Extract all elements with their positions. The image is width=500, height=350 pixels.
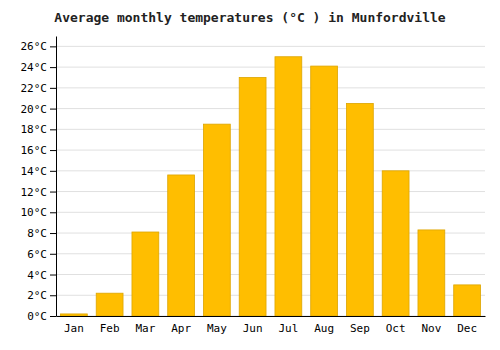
tick: Aug: [314, 322, 334, 335]
tick-label: 24°C: [21, 61, 48, 74]
grid-line: [56, 170, 485, 171]
tick-label: 20°C: [21, 103, 48, 116]
tick: Jul: [278, 322, 298, 335]
plot: 0°C 2°C 4°C 6°C 8°C 10°C 12°C 14°C 16°C 18°C 20°C 2…: [21, 37, 486, 335]
tick: Oct: [386, 322, 406, 335]
tick-label: 22°C: [21, 82, 48, 95]
bar: [382, 171, 409, 316]
bar: [454, 285, 481, 316]
tick-label: Jun: [243, 322, 263, 335]
tick: 14°C: [21, 165, 57, 178]
bar: [96, 293, 123, 316]
grid-line: [56, 129, 485, 130]
tick-mark: [50, 316, 56, 317]
x-axis: Jan Feb Mar Apr May Jun Jul Aug Sep Oct Nov Dec: [57, 317, 486, 335]
tick: May: [207, 322, 227, 335]
title: Average monthly temperatures (°C ) in Mu…: [54, 10, 446, 25]
grid-line: [56, 67, 485, 68]
tick-label: 26°C: [21, 40, 48, 53]
chart: 0°C 2°C 4°C 6°C 8°C 10°C 12°C 14°C 16°C 18°C 20°C 2…: [0, 0, 500, 350]
tick-mark: [50, 88, 56, 89]
tick-label: Apr: [171, 322, 191, 335]
tick: 18°C: [21, 123, 57, 136]
grid-line: [56, 87, 485, 88]
marks: [60, 57, 480, 316]
tick: 24°C: [21, 61, 57, 74]
tick-label: Aug: [314, 322, 334, 335]
tick: 0°C: [27, 310, 56, 323]
tick-mark: [50, 233, 56, 234]
tick-label: Oct: [386, 322, 406, 335]
tick-mark: [50, 212, 56, 213]
bar: [346, 103, 373, 316]
tick-label: 0°C: [27, 310, 47, 323]
tick-label: Nov: [421, 322, 441, 335]
bar: [239, 77, 266, 316]
tick: 4°C: [27, 269, 56, 282]
tick-mark: [50, 254, 56, 255]
bar: [203, 124, 230, 316]
tick-label: 6°C: [27, 248, 47, 261]
chart-container: 0°C 2°C 4°C 6°C 8°C 10°C 12°C 14°C 16°C 18°C 20°C 2…: [0, 0, 500, 350]
tick-mark: [50, 295, 56, 296]
tick-label: 8°C: [27, 227, 47, 240]
tick-label: 2°C: [27, 289, 47, 302]
tick: 12°C: [21, 186, 57, 199]
axis-line: [56, 37, 57, 317]
tick-label: 16°C: [21, 144, 48, 157]
tick: 8°C: [27, 227, 56, 240]
grid: [56, 46, 485, 316]
tick-mark: [50, 171, 56, 172]
tick: Nov: [421, 322, 441, 335]
bar: [418, 230, 445, 316]
grid-line: [56, 191, 485, 192]
grid-line: [56, 46, 485, 47]
tick: 20°C: [21, 103, 57, 116]
tick-label: 18°C: [21, 123, 48, 136]
tick: 6°C: [27, 248, 56, 261]
tick-label: Dec: [457, 322, 477, 335]
tick-label: 12°C: [21, 186, 48, 199]
grid-line: [56, 212, 485, 213]
bar: [168, 175, 195, 316]
bar: [60, 314, 87, 316]
tick-label: Feb: [100, 322, 120, 335]
tick: Feb: [100, 322, 120, 335]
bar: [132, 232, 159, 316]
tick: Jan: [64, 322, 84, 335]
tick: Sep: [350, 322, 370, 335]
tick-label: Mar: [135, 322, 155, 335]
tick-mark: [50, 129, 56, 130]
grid-line: [56, 150, 485, 151]
tick-label: Sep: [350, 322, 370, 335]
tick: 22°C: [21, 82, 57, 95]
tick-mark: [50, 192, 56, 193]
tick: 2°C: [27, 289, 56, 302]
tick: 26°C: [21, 40, 57, 53]
tick-mark: [50, 275, 56, 276]
bar: [311, 66, 338, 316]
tick-mark: [50, 46, 56, 47]
tick-label: 10°C: [21, 206, 48, 219]
grid-line: [56, 108, 485, 109]
tick-mark: [50, 109, 56, 110]
tick: Dec: [457, 322, 477, 335]
tick-label: 4°C: [27, 269, 47, 282]
axis-line: [57, 316, 486, 317]
tick-label: 14°C: [21, 165, 48, 178]
tick-label: Jan: [64, 322, 84, 335]
y-axis: 0°C 2°C 4°C 6°C 8°C 10°C 12°C 14°C 16°C 18°C 20°C 2…: [21, 37, 57, 324]
tick: 16°C: [21, 144, 57, 157]
tick: Apr: [171, 322, 191, 335]
tick-label: Jul: [278, 322, 298, 335]
tick-label: May: [207, 322, 227, 335]
tick: 10°C: [21, 206, 57, 219]
tick-mark: [50, 150, 56, 151]
tick-mark: [50, 67, 56, 68]
bar: [275, 57, 302, 316]
tick: Mar: [135, 322, 155, 335]
tick: Jun: [243, 322, 263, 335]
